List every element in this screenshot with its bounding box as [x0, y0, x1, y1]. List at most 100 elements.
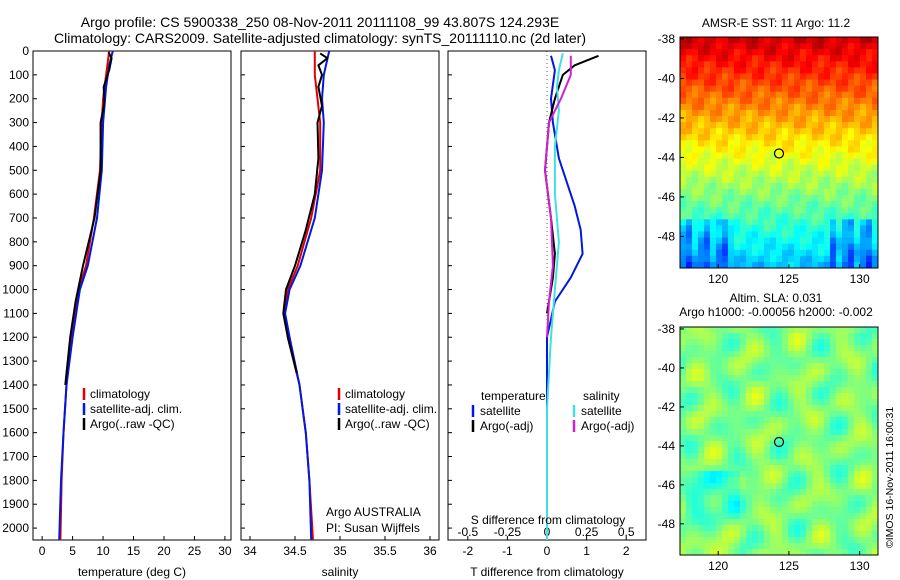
sst-cell: [836, 207, 843, 214]
sst-cell: [692, 73, 699, 80]
sst-cell: [722, 67, 729, 74]
sla-cell: [698, 483, 705, 490]
sla-cell: [698, 381, 705, 388]
sla-cell: [770, 471, 777, 478]
sst-cell: [830, 255, 837, 263]
sla-cell: [752, 495, 759, 502]
sla-cell: [824, 435, 831, 442]
sst-cell: [860, 61, 867, 68]
sst-cell: [752, 243, 759, 251]
sst-cell: [824, 219, 831, 226]
sst-cell: [824, 73, 831, 80]
sst-cell: [836, 91, 843, 99]
salinity-xlabel: salinity: [322, 565, 359, 579]
sst-cell: [794, 61, 801, 68]
sla-cell: [770, 405, 777, 412]
diff-legend-label: Argo(-adj): [581, 419, 634, 433]
sst-cell: [746, 134, 753, 141]
sla-cell: [836, 477, 843, 484]
sst-cell: [854, 225, 861, 232]
sla-cell: [728, 525, 735, 532]
sst-cell: [830, 55, 837, 62]
sla-cell: [752, 483, 759, 490]
sla-cell: [716, 441, 723, 448]
sst-cell: [746, 243, 753, 251]
sst-cell: [842, 85, 849, 93]
sst-cell: [842, 195, 849, 202]
sst-cell: [740, 79, 747, 87]
sst-cell: [860, 225, 867, 232]
sla-cell: [734, 477, 741, 484]
sla-cell: [830, 381, 837, 388]
sst-cell: [842, 207, 849, 214]
sst-cell: [752, 109, 759, 117]
sla-cell: [800, 339, 807, 346]
sst-cell: [842, 249, 849, 257]
sla-cell: [716, 345, 723, 352]
sla-cell: [794, 471, 801, 478]
sst-cell: [842, 116, 849, 123]
sla-cell: [782, 387, 789, 394]
sla-cell: [872, 453, 879, 460]
salinity-diff-tick-label: 0.25: [575, 525, 599, 539]
sla-cell: [830, 339, 837, 346]
sla-cell: [764, 423, 771, 430]
sst-cell: [848, 85, 855, 93]
sst-cell: [866, 219, 873, 226]
sst-cell: [716, 225, 723, 232]
sst-cell: [746, 231, 753, 239]
sla-cell: [746, 333, 753, 340]
sla-cell: [764, 399, 771, 406]
sst-cell: [824, 91, 831, 99]
sla-cell: [710, 507, 717, 514]
sla-cell: [710, 513, 717, 520]
sla-cell: [818, 513, 825, 520]
sst-cell: [722, 97, 729, 105]
sla-cell: [800, 507, 807, 514]
sla-cell: [704, 525, 711, 532]
sla-cell: [686, 411, 693, 418]
sst-cell: [776, 219, 783, 226]
depth-tick-label: 1900: [2, 497, 29, 511]
sst-cell: [806, 170, 813, 178]
sla-cell: [806, 543, 813, 550]
temperature-xtick-label: 0: [39, 544, 46, 558]
sst-cell: [680, 207, 687, 214]
sst-cell: [788, 261, 795, 269]
sst-cell: [758, 243, 765, 251]
sst-cell: [860, 49, 867, 56]
sst-cell: [752, 255, 759, 263]
sst-cell: [740, 261, 747, 269]
sst-cell: [692, 128, 699, 135]
sla-cell: [764, 519, 771, 526]
sst-cell: [788, 55, 795, 62]
sla-cell: [692, 453, 699, 460]
sla-cell: [782, 549, 789, 556]
depth-tick-label: 100: [9, 68, 29, 82]
sla-cell: [788, 477, 795, 484]
sst-cell: [842, 140, 849, 147]
sla-cell: [722, 543, 729, 550]
sst-cell: [698, 128, 705, 135]
sla-cell: [704, 327, 711, 334]
sla-cell: [782, 429, 789, 436]
sst-cell: [812, 201, 819, 208]
sla-cell: [698, 417, 705, 424]
sst-cell: [704, 116, 711, 123]
sla-cell: [806, 375, 813, 382]
sst-cell: [698, 176, 705, 184]
sla-cell: [740, 501, 747, 508]
sla-cell: [692, 381, 699, 388]
sla-cell: [716, 495, 723, 502]
sla-cell: [698, 387, 705, 394]
sst-cell: [698, 249, 705, 257]
sst-cell: [818, 231, 825, 239]
sst-cell: [860, 243, 867, 251]
sla-cell: [848, 525, 855, 532]
sla-cell: [830, 417, 837, 424]
sst-cell: [770, 213, 777, 220]
sst-cell: [800, 55, 807, 62]
sst-cell: [710, 170, 717, 178]
sla-cell: [818, 465, 825, 472]
sst-cell: [812, 61, 819, 68]
